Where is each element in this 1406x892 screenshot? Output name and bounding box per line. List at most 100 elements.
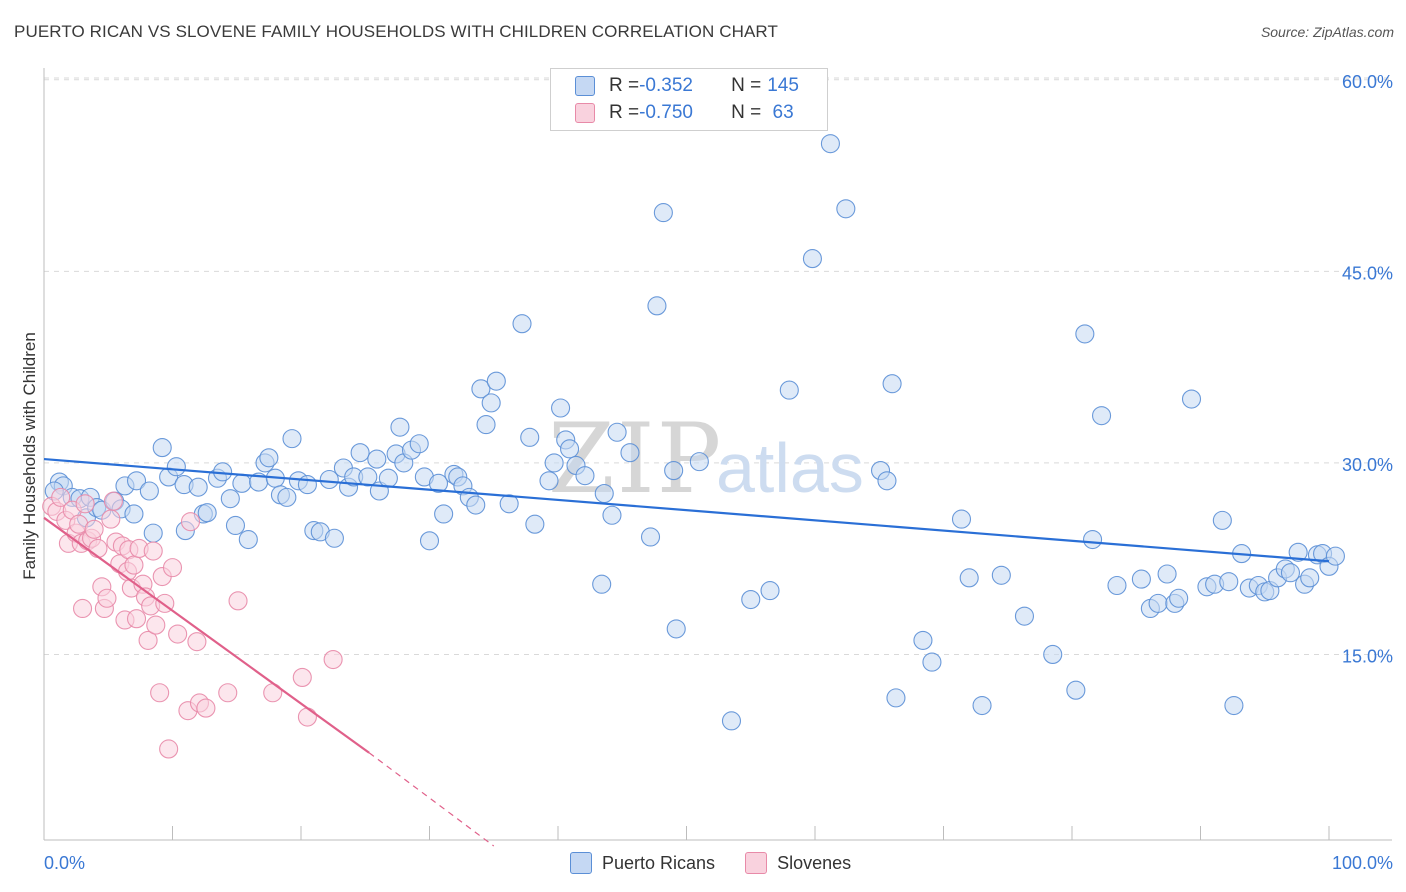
point-puerto-rican: [466, 495, 486, 515]
trend-line-slovenes-extension: [368, 752, 495, 847]
point-puerto-rican: [319, 469, 339, 490]
point-puerto-rican: [741, 589, 761, 610]
point-puerto-rican: [1169, 588, 1189, 608]
point-puerto-rican: [820, 134, 840, 154]
point-puerto-rican: [419, 531, 440, 551]
point-puerto-rican: [197, 503, 217, 523]
point-puerto-rican: [476, 415, 496, 435]
r-label: R =: [609, 75, 640, 96]
n-value: 145: [767, 75, 799, 96]
point-puerto-rican: [647, 296, 667, 316]
trend-lines: [43, 457, 1330, 847]
point-puerto-rican: [1219, 572, 1239, 592]
point-slovene: [126, 609, 147, 629]
point-slovene: [51, 487, 71, 507]
point-puerto-rican: [802, 249, 822, 269]
point-puerto-rican: [1280, 563, 1300, 583]
stats-legend: R = -0.352 N = 145 R = -0.750 N = 63: [550, 68, 828, 131]
r-label: R =: [609, 102, 640, 123]
point-puerto-rican: [1181, 389, 1202, 409]
point-puerto-rican: [664, 461, 684, 481]
point-puerto-rican: [607, 422, 627, 442]
point-puerto-rican: [951, 509, 972, 529]
n-label: N =: [731, 75, 762, 96]
point-puerto-rican: [409, 434, 429, 454]
point-puerto-rican: [922, 652, 942, 672]
legend-item-puerto-ricans: Puerto Ricans: [570, 852, 715, 874]
point-puerto-rican: [551, 398, 571, 418]
point-puerto-rican: [779, 380, 799, 400]
point-puerto-rican: [126, 471, 147, 491]
point-slovene: [124, 555, 144, 575]
point-puerto-rican: [560, 439, 580, 459]
y-tick-label: 60.0%: [1342, 72, 1393, 92]
trend-line-puerto-ricans: [43, 457, 1330, 563]
point-puerto-rican: [350, 443, 370, 463]
point-slovene: [146, 615, 166, 635]
legend-label: Slovenes: [777, 852, 852, 873]
point-puerto-rican: [689, 452, 709, 472]
r-value: -0.352: [639, 75, 693, 96]
point-puerto-rican: [238, 529, 258, 550]
point-puerto-rican: [886, 688, 906, 708]
point-puerto-rican: [232, 473, 252, 493]
n-value: 63: [767, 102, 794, 123]
point-puerto-rican: [143, 523, 163, 543]
point-puerto-rican: [166, 457, 186, 477]
point-slovene: [138, 630, 158, 650]
point-puerto-rican: [877, 471, 897, 491]
legend-row-puerto-ricans: R = -0.352 N = 145: [551, 72, 799, 100]
point-puerto-rican: [188, 477, 208, 497]
point-puerto-rican: [575, 466, 595, 486]
point-puerto-rican: [139, 481, 159, 501]
point-slovene: [75, 494, 95, 514]
legend-swatch-blue: [570, 852, 592, 874]
point-slovene: [103, 491, 123, 511]
point-puerto-rican: [486, 371, 506, 391]
point-puerto-rican: [544, 453, 564, 473]
y-tick-label: 15.0%: [1342, 646, 1393, 666]
point-slovene: [323, 650, 343, 670]
point-puerto-rican: [520, 427, 540, 447]
point-puerto-rican: [721, 711, 742, 731]
point-puerto-rican: [640, 527, 661, 547]
point-puerto-rican: [1288, 542, 1308, 562]
point-puerto-rican: [592, 574, 612, 594]
point-puerto-rican: [1075, 324, 1095, 344]
point-slovene: [196, 698, 216, 718]
point-puerto-rican: [297, 475, 317, 495]
point-slovene: [159, 739, 179, 759]
point-slovene: [84, 519, 104, 539]
r-value: -0.750: [639, 102, 693, 123]
point-puerto-rican: [220, 489, 240, 509]
point-slovene: [168, 624, 188, 644]
point-puerto-rican: [1325, 546, 1345, 566]
point-puerto-rican: [594, 483, 614, 504]
point-puerto-rican: [760, 581, 780, 601]
point-puerto-rican: [666, 619, 686, 639]
x-tick-label: 0.0%: [44, 853, 85, 873]
legend-swatch-blue: [575, 76, 595, 96]
point-slovene: [162, 558, 183, 578]
trend-line-slovenes: [43, 516, 370, 754]
point-puerto-rican: [972, 695, 992, 716]
point-puerto-rican: [1300, 568, 1320, 588]
point-puerto-rican: [539, 471, 559, 491]
point-puerto-rican: [836, 199, 856, 219]
point-puerto-rican: [1083, 529, 1103, 550]
chart-title: PUERTO RICAN VS SLOVENE FAMILY HOUSEHOLD…: [14, 22, 778, 41]
point-puerto-rican: [525, 514, 545, 534]
point-puerto-rican: [512, 314, 532, 334]
point-puerto-rican: [471, 379, 491, 399]
point-slovene: [101, 509, 121, 529]
legend-item-slovenes: Slovenes: [745, 852, 851, 874]
axes: [43, 68, 1392, 841]
point-puerto-rican: [358, 467, 378, 487]
point-puerto-rican: [913, 630, 933, 650]
point-puerto-rican: [991, 565, 1011, 585]
tick-labels: 15.0% 30.0% 45.0% 60.0% 0.0% 100.0%: [44, 72, 1393, 873]
x-tick-label: 100.0%: [1332, 853, 1393, 873]
point-puerto-rican: [620, 443, 640, 463]
point-slovene: [88, 538, 108, 559]
point-puerto-rican: [434, 504, 454, 524]
